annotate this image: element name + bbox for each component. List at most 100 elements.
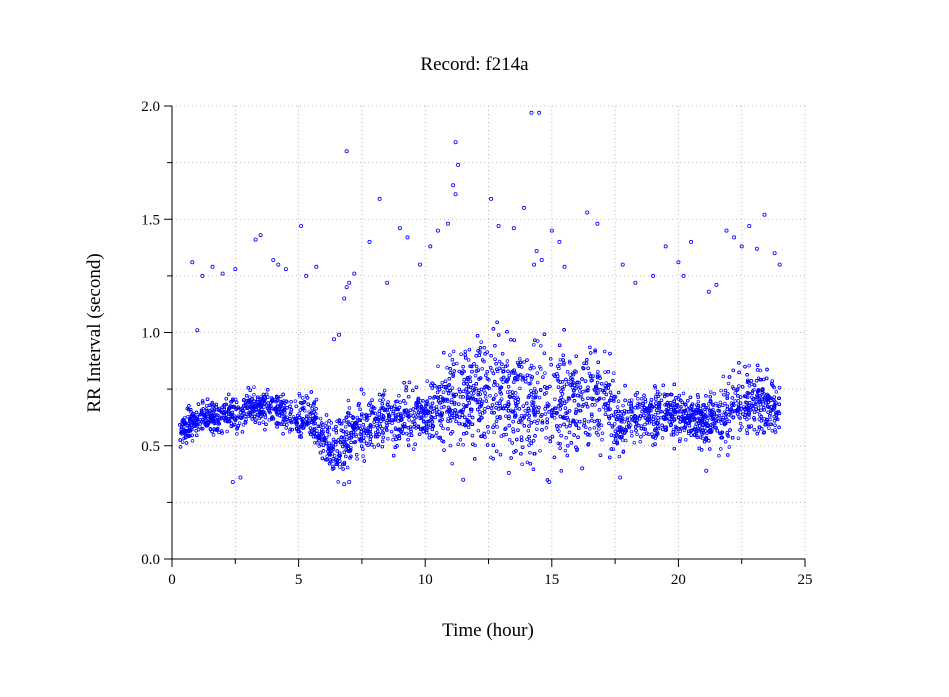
data-point — [525, 358, 529, 362]
data-point — [639, 426, 644, 431]
data-point — [558, 407, 562, 411]
data-point — [525, 437, 529, 442]
data-point — [389, 429, 394, 434]
data-point — [542, 351, 547, 355]
data-point — [598, 388, 602, 392]
data-point — [665, 401, 669, 405]
data-point — [482, 431, 486, 436]
data-point — [471, 442, 475, 446]
data-point — [567, 430, 572, 435]
data-point — [565, 370, 570, 374]
data-point — [484, 399, 489, 403]
data-point — [381, 417, 386, 422]
data-point — [240, 413, 244, 417]
data-point — [446, 416, 450, 421]
data-point — [297, 393, 302, 398]
data-point — [447, 413, 452, 417]
data-point — [244, 394, 249, 398]
data-point — [621, 403, 625, 408]
data-point — [660, 423, 664, 428]
data-point — [342, 462, 347, 466]
data-point — [198, 412, 203, 416]
data-point — [696, 393, 700, 397]
data-point — [543, 407, 547, 411]
data-point — [702, 403, 706, 407]
data-point — [370, 398, 374, 402]
data-point — [777, 385, 782, 390]
data-point — [725, 430, 729, 435]
data-point — [393, 445, 397, 450]
data-point — [544, 436, 548, 440]
data-point — [769, 405, 773, 409]
data-point — [491, 397, 496, 401]
data-point — [520, 378, 525, 382]
data-point — [752, 410, 757, 415]
data-point — [484, 373, 488, 378]
data-point — [495, 367, 499, 372]
data-point — [777, 402, 782, 406]
data-point — [393, 414, 398, 419]
data-point — [483, 395, 488, 399]
data-point — [461, 389, 466, 394]
data-point — [533, 434, 537, 438]
data-point — [568, 361, 572, 365]
data-point — [709, 430, 714, 434]
data-point — [204, 415, 208, 420]
data-point — [229, 421, 234, 426]
data-point — [263, 427, 267, 432]
data-point — [516, 397, 520, 402]
data-point — [391, 411, 395, 416]
data-point — [573, 369, 577, 373]
data-point — [564, 436, 568, 440]
data-point — [516, 428, 520, 432]
data-point — [726, 381, 731, 386]
data-point — [774, 390, 779, 394]
data-point — [407, 418, 411, 422]
data-point — [327, 446, 331, 451]
data-point — [413, 421, 417, 426]
data-point — [772, 419, 777, 423]
data-point — [442, 448, 446, 452]
data-point — [699, 448, 704, 452]
data-point — [475, 407, 480, 412]
data-point — [365, 418, 369, 422]
data-point — [582, 418, 587, 422]
data-point — [450, 461, 454, 466]
data-point — [735, 407, 740, 412]
data-point — [327, 432, 332, 437]
data-point — [215, 427, 220, 431]
data-point — [457, 421, 462, 426]
data-point — [522, 360, 526, 364]
data-point — [677, 393, 681, 398]
data-point — [362, 435, 366, 440]
data-point — [425, 379, 430, 383]
data-point — [311, 434, 316, 439]
data-point — [501, 370, 505, 374]
data-point — [626, 424, 631, 428]
data-point — [310, 410, 314, 415]
data-point — [186, 428, 190, 433]
data-point — [770, 379, 775, 383]
data-point — [505, 390, 510, 394]
data-point — [565, 382, 569, 387]
data-point — [559, 433, 563, 438]
data-point — [503, 403, 507, 408]
data-point — [295, 413, 300, 418]
data-point — [711, 407, 715, 412]
data-point — [680, 400, 685, 405]
data-point — [429, 383, 433, 388]
data-point — [532, 386, 537, 391]
data-point — [568, 373, 572, 377]
data-point — [329, 448, 334, 453]
data-point — [253, 420, 258, 424]
data-point — [572, 383, 577, 387]
data-point — [506, 400, 511, 404]
data-point — [243, 419, 248, 424]
data-point — [468, 375, 472, 380]
data-point — [567, 359, 572, 364]
data-point — [720, 403, 725, 408]
data-point — [406, 437, 410, 442]
data-point — [321, 433, 325, 438]
data-point — [295, 421, 300, 425]
data-point — [749, 379, 754, 383]
